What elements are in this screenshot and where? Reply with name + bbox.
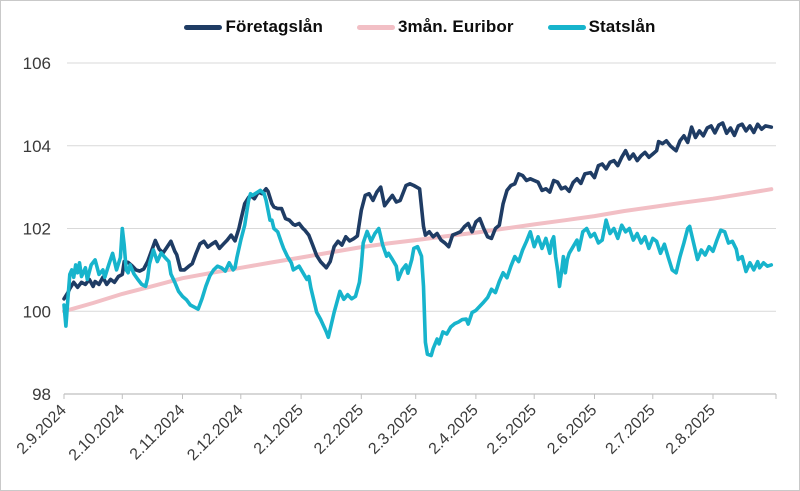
legend-item-foretagslan: Företagslån	[184, 17, 323, 37]
x-tick-label: 2.5.2025	[484, 402, 540, 458]
legend-label-statslan: Statslån	[588, 17, 656, 36]
x-tick-label: 2.11.2024	[127, 402, 189, 464]
series-line-statslan	[62, 188, 774, 358]
x-tick-label: 2.10.2024	[66, 402, 128, 464]
legend-item-statslan: Statslån	[547, 17, 656, 37]
x-tick-label: 2.3.2025	[365, 402, 421, 458]
legend-swatch-euribor-3m	[356, 24, 395, 30]
legend-swatch-foretagslan	[184, 24, 223, 30]
legend-label-euribor-3m: 3mån. Euribor	[397, 17, 514, 36]
y-tick-label: 100	[23, 302, 51, 321]
series-line-foretagslan	[62, 121, 774, 301]
x-tick-label: 2.12.2024	[184, 402, 246, 464]
y-tick-label: 106	[23, 54, 51, 73]
x-tick-label: 2.1.2025	[251, 402, 307, 458]
legend-label-foretagslan: Företagslån	[225, 17, 323, 36]
y-tick-label: 104	[23, 137, 51, 156]
x-tick-label: 2.7.2025	[603, 402, 659, 458]
y-tick-label: 102	[23, 220, 51, 239]
chart-legend: Företagslån 3mån. Euribor Statslån	[64, 17, 776, 37]
x-tick-label: 2.4.2025	[426, 402, 482, 458]
y-tick-label: 98	[32, 385, 51, 404]
x-tick-label: 2.2.2025	[311, 402, 367, 458]
legend-swatch-statslan	[547, 24, 586, 30]
x-tick-label: 2.9.2024	[14, 402, 70, 458]
x-tick-label: 2.6.2025	[544, 402, 600, 458]
legend-item-euribor-3m: 3mån. Euribor	[356, 17, 514, 37]
series-line-euribor-3m	[62, 187, 774, 314]
x-tick-label: 2.8.2025	[663, 402, 719, 458]
